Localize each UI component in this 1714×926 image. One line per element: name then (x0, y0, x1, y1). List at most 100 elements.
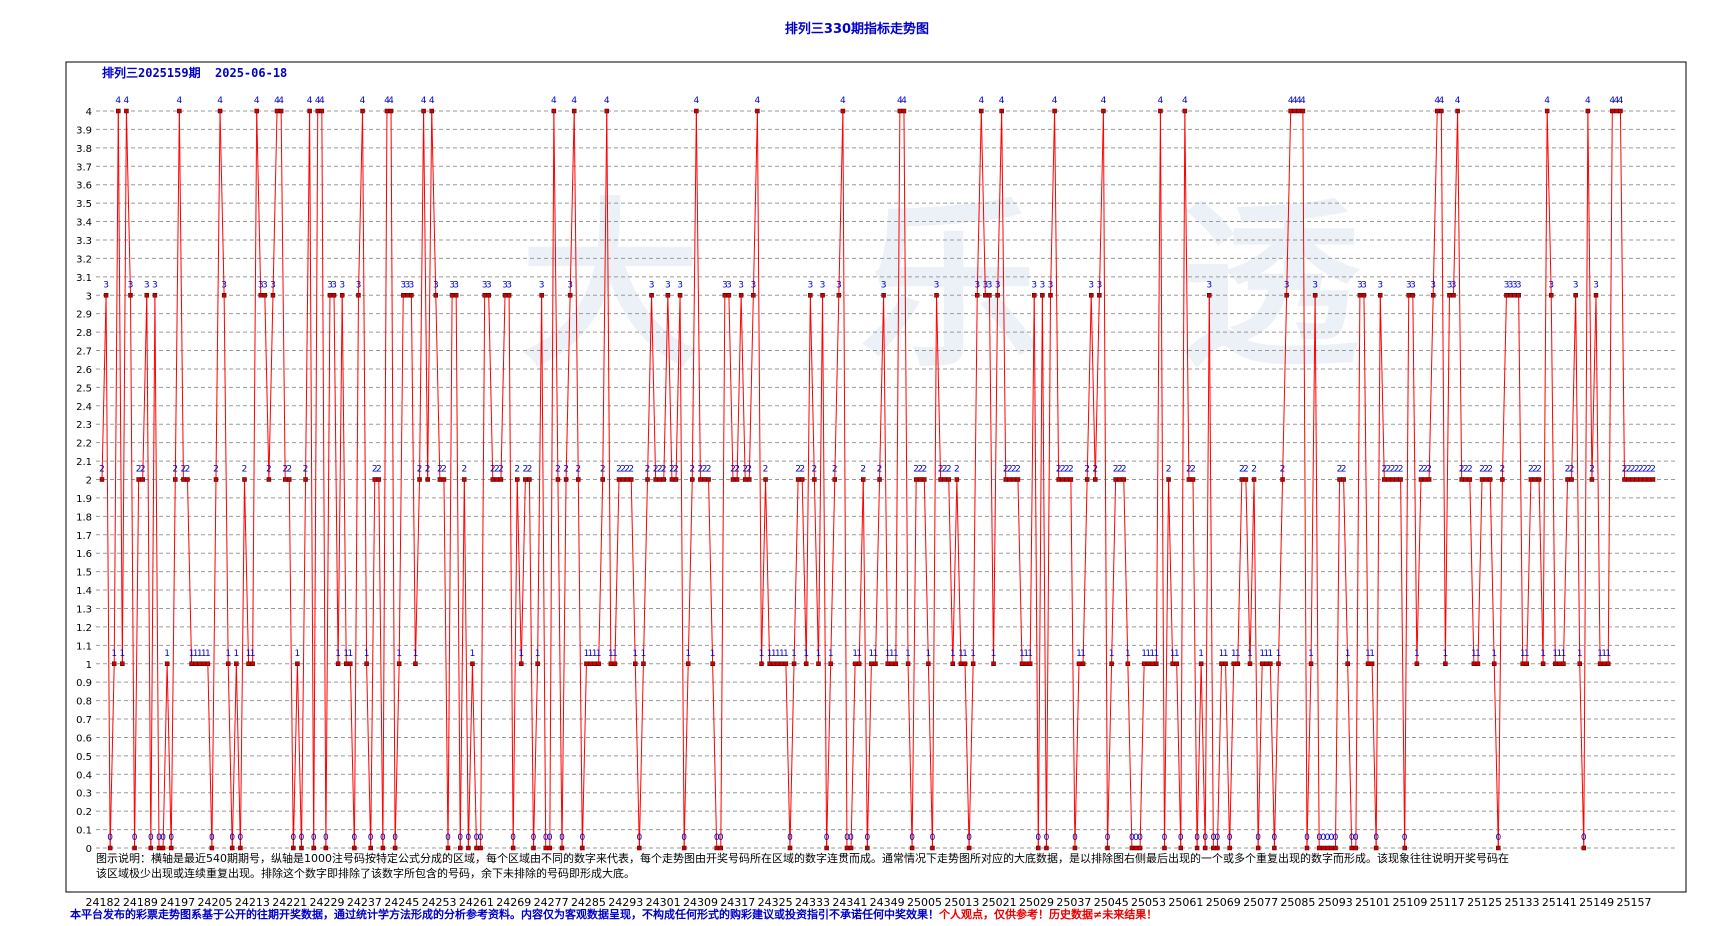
data-label: 2 (1638, 465, 1644, 475)
data-point (1158, 108, 1163, 114)
data-label: 1 (926, 649, 932, 659)
data-label: 2 (555, 465, 561, 475)
series-segment (1257, 663, 1263, 849)
data-label: 3 (433, 280, 439, 290)
data-label: 0 (531, 833, 537, 843)
data-point (1357, 293, 1363, 298)
series-segment (895, 110, 901, 664)
data-label: 0 (445, 833, 451, 843)
data-point (710, 661, 715, 666)
series-segment (1343, 479, 1349, 664)
data-point (551, 108, 557, 114)
data-label: 3 (221, 280, 227, 290)
data-point (128, 293, 133, 298)
data-point (1182, 108, 1188, 114)
series-segment (858, 479, 864, 664)
series-segment (252, 110, 258, 664)
data-point (1443, 661, 1448, 666)
data-label: 0 (844, 833, 850, 843)
y-tick-label: 0.4 (76, 770, 92, 781)
data-point (315, 108, 321, 114)
data-point (254, 108, 259, 114)
series-segment (300, 479, 307, 849)
series-segment (1469, 479, 1475, 664)
data-point (938, 477, 943, 482)
data-label: 4 (1300, 96, 1306, 106)
data-point (160, 845, 166, 851)
data-point (478, 845, 483, 851)
series-segment (150, 295, 156, 849)
data-point (1638, 477, 1644, 482)
data-label: 2 (136, 465, 142, 475)
series-segment (964, 663, 970, 849)
disclaimer-warning: 个人观点，仅供参考！历史数据≠未来结果！ (939, 908, 1158, 921)
data-label: 2 (185, 465, 191, 475)
y-tick-label: 2.3 (76, 420, 92, 431)
data-label: 0 (1227, 833, 1233, 843)
data-label: 1 (1365, 649, 1371, 659)
data-point (954, 477, 960, 482)
data-label: 4 (217, 96, 223, 106)
data-point (1259, 661, 1265, 666)
y-tick-label: 2.5 (76, 383, 92, 394)
data-point (759, 661, 764, 666)
data-point (869, 661, 874, 666)
series-segment (1168, 479, 1174, 664)
data-label: 2 (523, 465, 529, 475)
data-point (197, 661, 202, 666)
data-point (1117, 477, 1122, 482)
series-segment (256, 110, 262, 296)
data-label: 4 (1434, 96, 1440, 106)
data-label: 2 (1341, 465, 1347, 475)
data-point (213, 477, 219, 482)
data-label: 1 (233, 649, 239, 659)
data-label: 2 (746, 465, 752, 475)
data-point (1622, 477, 1627, 482)
data-label: 1 (1019, 649, 1025, 659)
data-point (934, 293, 939, 298)
data-point (999, 108, 1004, 114)
y-axis-ticks: 0 0.1 0.2 0.3 0.4 0.5 0.6 0.7 0.8 0.9 1 1.1 1.2 1.3 1.… (76, 107, 92, 855)
data-point (584, 661, 589, 666)
data-point (905, 661, 911, 666)
data-label: 1 (347, 649, 353, 659)
data-point (1410, 293, 1416, 298)
data-point (225, 661, 231, 666)
data-point (193, 661, 198, 666)
data-label: 1 (1540, 649, 1546, 659)
series-segment (435, 295, 441, 480)
data-point (979, 108, 984, 114)
x-tick-label: 24221 (272, 896, 307, 909)
data-point (1463, 477, 1468, 482)
data-point (665, 293, 671, 298)
data-label: 3 (1048, 280, 1054, 290)
data-label: 3 (738, 280, 744, 290)
data-point (1561, 661, 1566, 666)
data-point (1597, 661, 1603, 666)
data-label: 0 (864, 833, 870, 843)
data-label: 3 (1508, 280, 1514, 290)
data-label: 2 (1121, 465, 1127, 475)
data-point (124, 108, 129, 114)
x-tick-label: 25141 (1542, 896, 1577, 909)
series-segment (353, 295, 359, 849)
series-segment (968, 663, 974, 849)
series-segment (927, 663, 933, 849)
data-point (706, 477, 711, 482)
data-label: 4 (897, 96, 903, 106)
data-label: 2 (266, 465, 272, 475)
series-segment (264, 295, 270, 480)
data-label: 2 (242, 465, 248, 475)
data-label: 1 (193, 649, 199, 659)
series-segment (923, 479, 929, 664)
series-segment (638, 663, 644, 849)
data-label: 2 (661, 465, 667, 475)
data-label: 2 (1528, 465, 1534, 475)
series-segment (1542, 110, 1548, 664)
data-label: 3 (404, 280, 410, 290)
data-label: 4 (551, 96, 557, 106)
data-label: 2 (1166, 465, 1172, 475)
data-point (470, 661, 475, 666)
data-label: 2 (702, 465, 708, 475)
data-label: 4 (319, 96, 325, 106)
